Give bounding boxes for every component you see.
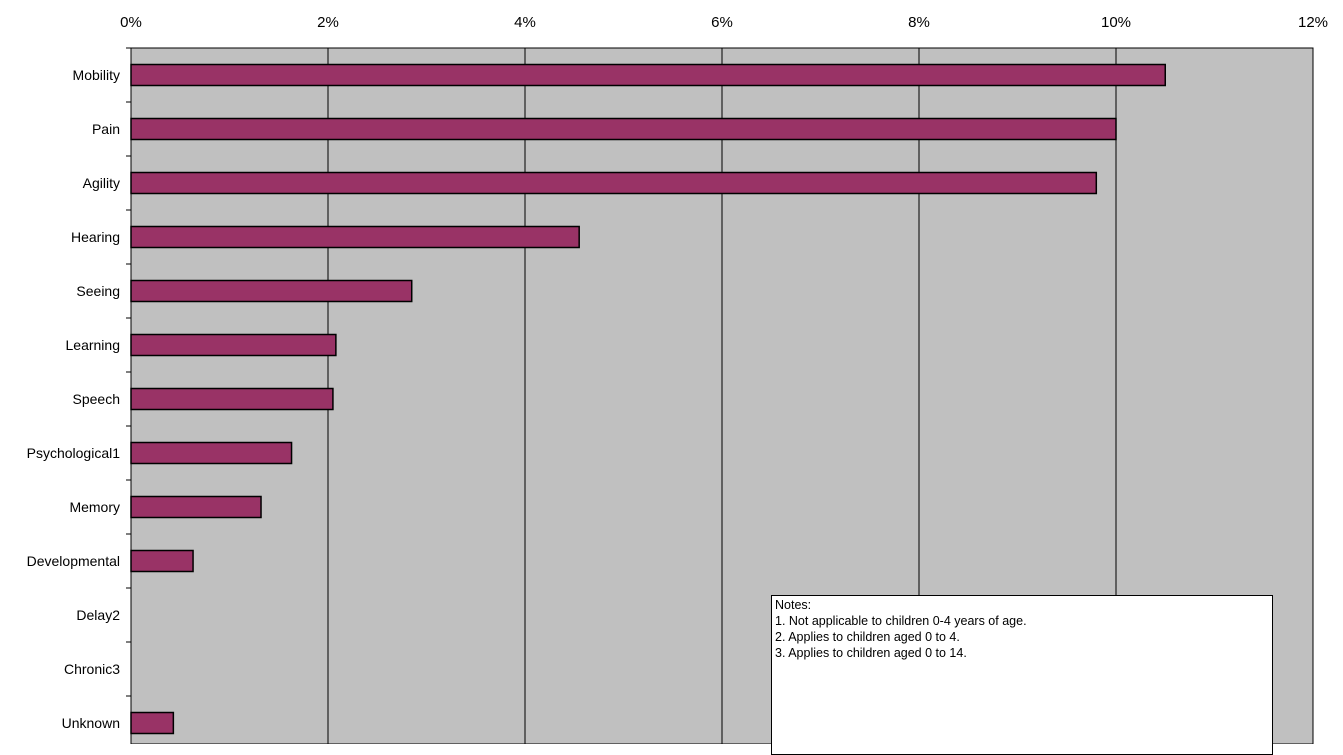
- category-label: Hearing: [71, 229, 120, 245]
- bar: [130, 279, 413, 303]
- category-label: Pain: [92, 121, 120, 137]
- category-label: Seeing: [76, 283, 120, 299]
- x-tick-label: 12%: [1298, 14, 1328, 31]
- category-label: Psychological1: [27, 445, 121, 461]
- x-tick-label: 6%: [711, 14, 733, 31]
- bar: [130, 225, 580, 249]
- x-tick-label: 10%: [1101, 14, 1131, 31]
- bar: [130, 441, 293, 465]
- bars: [130, 63, 1166, 735]
- category-label: Mobility: [73, 67, 120, 83]
- note-line-2: 2. Applies to children aged 0 to 4.: [775, 630, 960, 644]
- category-label: Developmental: [27, 553, 120, 569]
- y-axis-categories: Mobility Pain Agility Hearing Seeing Learning…: [27, 47, 131, 731]
- category-label: Memory: [69, 499, 120, 515]
- notes-heading: Notes:: [775, 598, 812, 612]
- bar: [130, 495, 262, 519]
- bar: [130, 63, 1166, 87]
- x-tick-label: 8%: [908, 14, 930, 31]
- bar: [130, 549, 194, 573]
- category-label: Speech: [73, 391, 120, 407]
- category-label: Unknown: [62, 715, 120, 731]
- category-label: Agility: [83, 175, 120, 191]
- note-line-3: 3. Applies to children aged 0 to 14.: [775, 646, 967, 660]
- note-line-1: 1. Not applicable to children 0-4 years …: [775, 614, 1027, 628]
- bar: [130, 333, 337, 357]
- bar: [130, 387, 334, 411]
- bar: [130, 711, 175, 735]
- category-label: Chronic3: [64, 661, 120, 677]
- x-tick-label: 0%: [120, 14, 142, 31]
- bar: [130, 117, 1117, 141]
- category-label: Delay2: [76, 607, 120, 623]
- x-axis-ticks: 0% 2% 4% 6% 8% 10% 12%: [120, 14, 1328, 31]
- notes-box: Notes: 1. Not applicable to children 0-4…: [771, 595, 1273, 755]
- x-tick-label: 2%: [317, 14, 339, 31]
- bar: [130, 171, 1098, 195]
- x-tick-label: 4%: [514, 14, 536, 31]
- category-label: Learning: [66, 337, 121, 353]
